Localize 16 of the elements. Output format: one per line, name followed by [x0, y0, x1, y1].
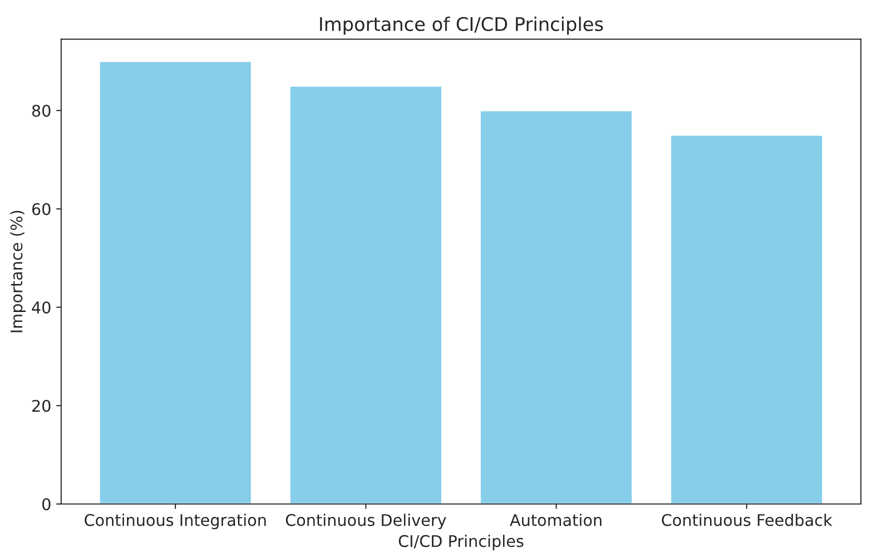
bar [479, 110, 634, 504]
bar [98, 60, 252, 504]
bar [670, 134, 824, 504]
x-axis-title: CI/CD Principles [398, 534, 524, 550]
chart-title: Importance of CI/CD Principles [320, 16, 603, 35]
y-tick-label: 0 [42, 498, 50, 510]
x-tick-label: Continuous Integration [84, 514, 266, 530]
y-tick-label: 60 [32, 203, 50, 216]
y-axis-title: Importance (%) [10, 210, 26, 332]
x-tick-label: Continuous Delivery [286, 514, 446, 530]
y-tick-label: 20 [32, 400, 50, 412]
x-tick-label: Continuous Feedback [662, 514, 832, 526]
y-tick-label: 40 [32, 301, 50, 314]
bar [288, 85, 443, 504]
y-tick-label: 80 [32, 104, 50, 117]
x-tick-label: Automation [510, 514, 602, 526]
